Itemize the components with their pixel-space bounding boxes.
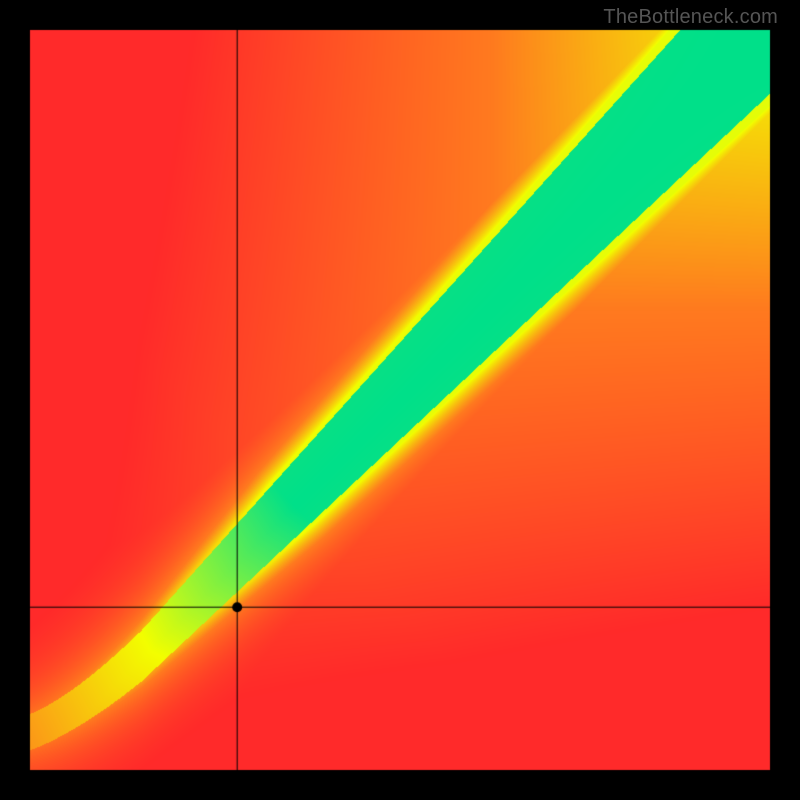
watermark-text: TheBottleneck.com bbox=[603, 6, 778, 29]
heatmap-canvas bbox=[0, 0, 800, 800]
bottleneck-heatmap: TheBottleneck.com bbox=[0, 0, 800, 800]
